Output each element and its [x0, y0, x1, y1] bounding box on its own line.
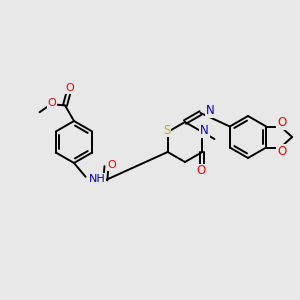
- Text: NH: NH: [88, 174, 105, 184]
- Text: O: O: [277, 145, 286, 158]
- Text: S: S: [163, 124, 170, 136]
- Text: O: O: [107, 160, 116, 170]
- Text: O: O: [65, 83, 74, 93]
- Text: O: O: [48, 98, 56, 108]
- Text: O: O: [197, 164, 206, 178]
- Text: N: N: [200, 124, 209, 137]
- Text: O: O: [277, 116, 286, 129]
- Text: N: N: [206, 104, 214, 118]
